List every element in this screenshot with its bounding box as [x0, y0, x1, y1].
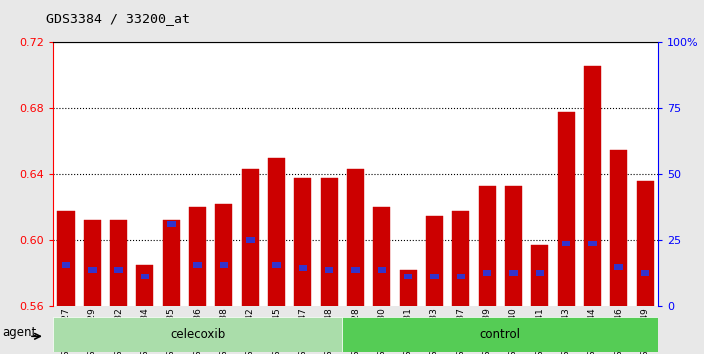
Bar	[268, 158, 285, 306]
Bar	[189, 207, 206, 306]
Bar	[215, 204, 232, 306]
Bar	[320, 178, 338, 306]
Bar	[351, 267, 360, 273]
Bar	[562, 241, 570, 246]
Text: GDS3384 / 33200_at: GDS3384 / 33200_at	[46, 12, 190, 25]
Bar	[325, 267, 334, 273]
Bar	[272, 262, 281, 268]
Text: control: control	[480, 328, 521, 341]
Text: celecoxib: celecoxib	[170, 328, 225, 341]
Bar	[430, 274, 439, 279]
Bar	[404, 274, 413, 279]
Text: agent: agent	[3, 326, 37, 339]
Bar	[615, 264, 623, 269]
Bar	[509, 270, 517, 276]
Bar	[610, 150, 627, 306]
Bar	[532, 245, 548, 306]
Bar	[479, 186, 496, 306]
Bar	[641, 270, 649, 276]
Bar	[584, 65, 601, 306]
Bar	[62, 262, 70, 268]
Bar	[58, 211, 75, 306]
Bar	[483, 270, 491, 276]
Bar	[373, 207, 391, 306]
Bar	[88, 267, 96, 273]
Bar	[342, 317, 658, 352]
Bar	[294, 178, 311, 306]
Bar	[536, 270, 544, 276]
Bar	[53, 317, 342, 352]
Bar	[636, 181, 653, 306]
Bar	[505, 186, 522, 306]
Bar	[298, 266, 307, 271]
Bar	[84, 221, 101, 306]
Bar	[114, 267, 123, 273]
Bar	[400, 270, 417, 306]
Bar	[163, 221, 180, 306]
Bar	[558, 112, 574, 306]
Bar	[220, 262, 228, 268]
Bar	[141, 274, 149, 279]
Bar	[377, 267, 386, 273]
Bar	[167, 221, 175, 227]
Bar	[137, 265, 153, 306]
Bar	[110, 221, 127, 306]
Bar	[241, 170, 259, 306]
Bar	[246, 238, 255, 243]
Bar	[588, 241, 597, 246]
Bar	[347, 170, 364, 306]
Bar	[452, 211, 470, 306]
Bar	[426, 216, 443, 306]
Bar	[194, 262, 202, 268]
Bar	[456, 274, 465, 279]
